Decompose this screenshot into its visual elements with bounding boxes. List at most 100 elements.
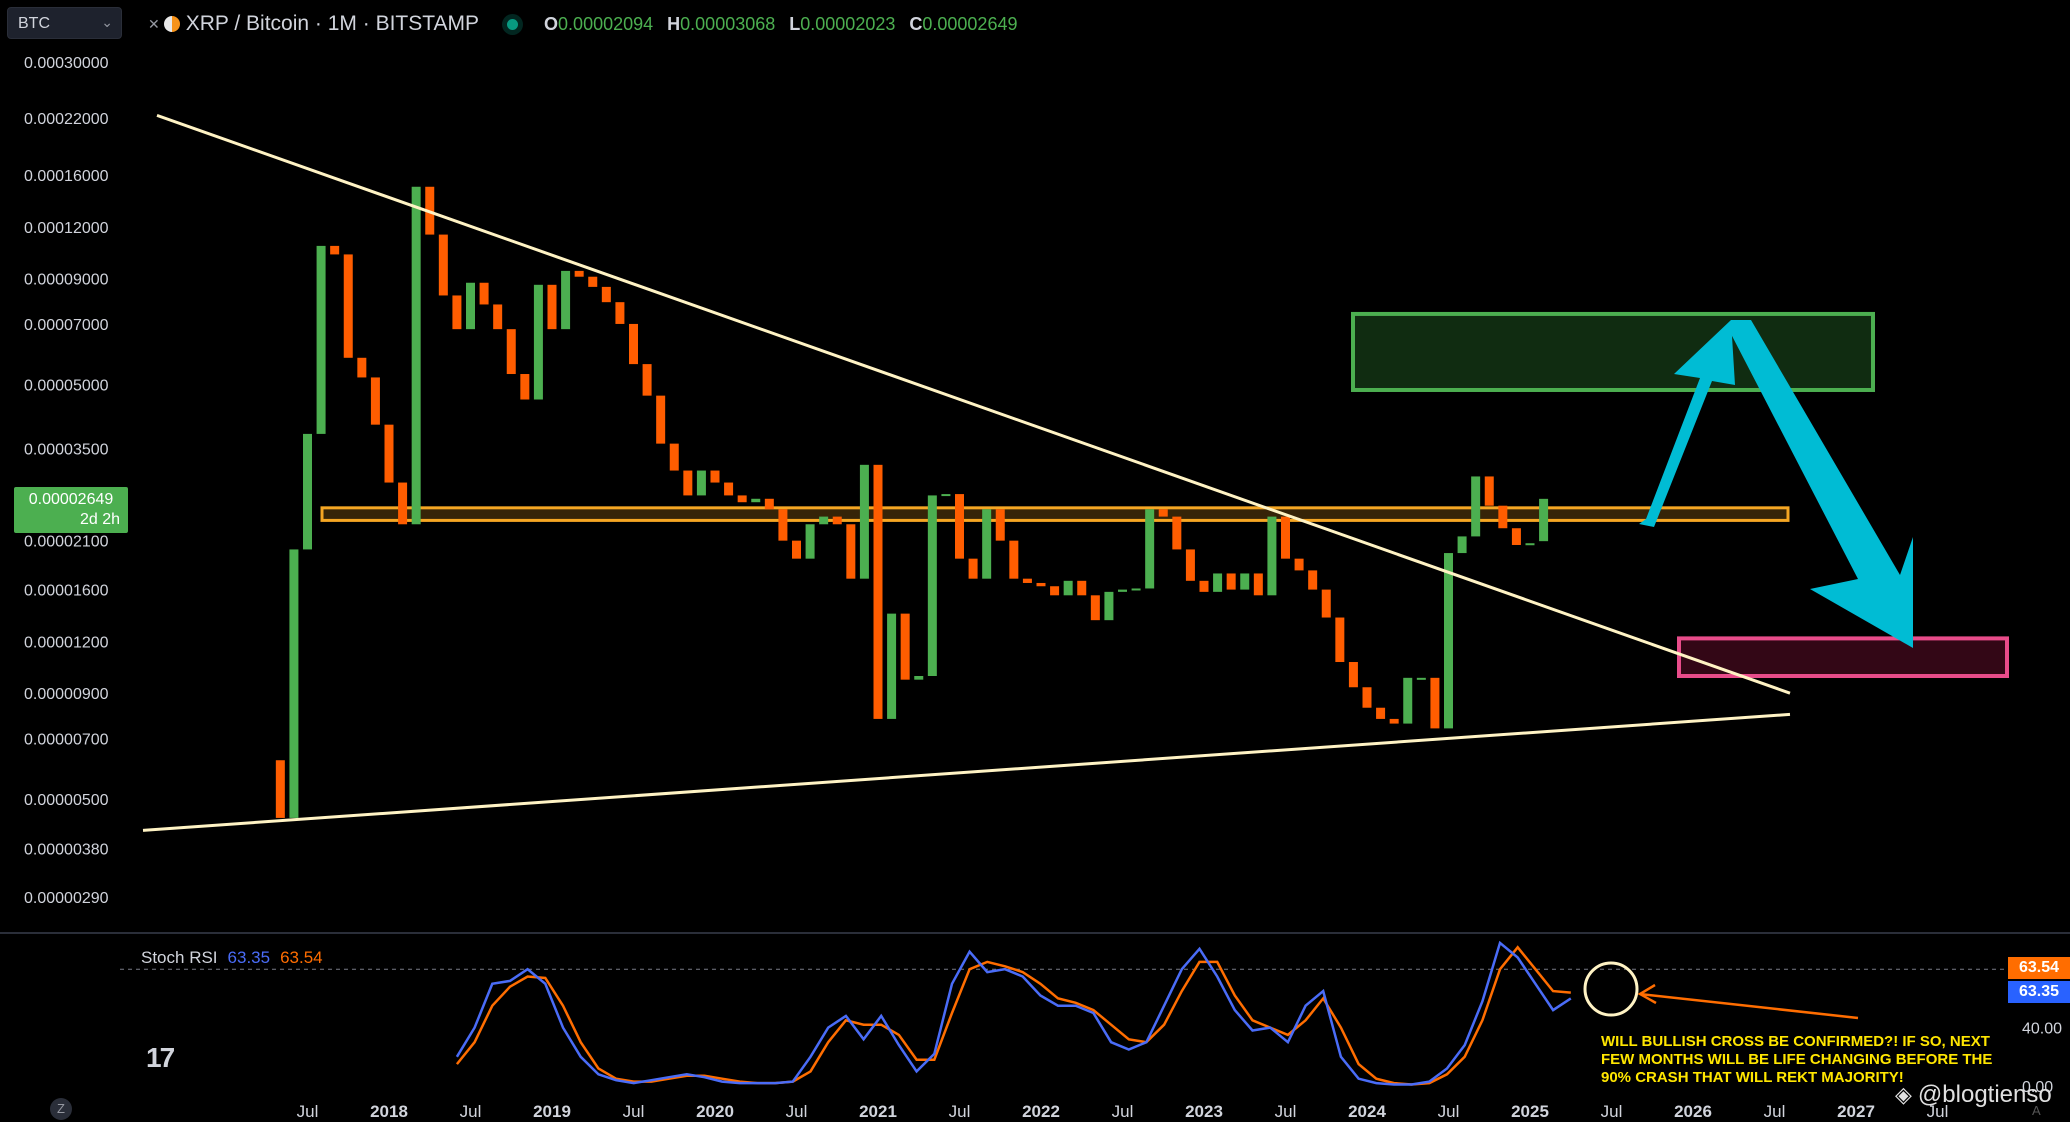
candle[interactable]: [1498, 505, 1508, 529]
candle[interactable]: [982, 509, 992, 579]
close-icon[interactable]: ✕: [148, 15, 160, 32]
candle[interactable]: [1185, 549, 1195, 581]
candle[interactable]: [493, 304, 503, 330]
candle[interactable]: [1281, 516, 1290, 559]
candle[interactable]: [615, 302, 625, 324]
candle[interactable]: [968, 558, 978, 579]
candle[interactable]: [289, 549, 299, 818]
candle[interactable]: [1484, 476, 1494, 506]
candle[interactable]: [669, 443, 679, 471]
candle[interactable]: [520, 374, 530, 400]
candle[interactable]: [1525, 543, 1535, 546]
candle[interactable]: [1389, 718, 1399, 724]
candle[interactable]: [547, 284, 557, 330]
candle[interactable]: [452, 295, 462, 330]
candle[interactable]: [656, 395, 666, 444]
candle[interactable]: [316, 245, 326, 434]
candle[interactable]: [561, 270, 571, 330]
candle[interactable]: [343, 254, 353, 358]
candle[interactable]: [1348, 662, 1358, 688]
candle[interactable]: [466, 282, 475, 330]
candle[interactable]: [1416, 677, 1426, 680]
stoch-rsi-legend[interactable]: Stoch RSI 63.35 63.54: [141, 948, 323, 968]
candle[interactable]: [1253, 573, 1263, 596]
candle[interactable]: [303, 433, 312, 550]
candle[interactable]: [683, 470, 693, 496]
zoom-button[interactable]: Z: [50, 1098, 72, 1120]
candle[interactable]: [696, 470, 706, 496]
time-axis[interactable]: Jul 2018 Jul 2019 Jul 2020 Jul 2021 Jul 2022 Jul 20…: [297, 1102, 1949, 1121]
candle[interactable]: [887, 613, 897, 719]
candle[interactable]: [411, 186, 421, 525]
candle[interactable]: [751, 498, 761, 503]
candle[interactable]: [357, 357, 367, 378]
candle[interactable]: [398, 482, 408, 525]
candle[interactable]: [859, 464, 869, 579]
tradingview-logo-icon[interactable]: 17: [146, 1042, 175, 1073]
candle[interactable]: [1158, 509, 1168, 517]
candle[interactable]: [1267, 516, 1277, 596]
candle[interactable]: [588, 276, 598, 287]
candle[interactable]: [1457, 536, 1467, 554]
candle[interactable]: [1511, 528, 1521, 545]
candle[interactable]: [846, 524, 856, 579]
candle[interactable]: [1213, 573, 1223, 592]
candle[interactable]: [792, 540, 801, 559]
candle[interactable]: [1226, 573, 1236, 590]
candle[interactable]: [1308, 570, 1318, 590]
market-status-icon[interactable]: [507, 18, 519, 30]
candle[interactable]: [941, 494, 951, 497]
candle[interactable]: [1118, 589, 1127, 592]
candle[interactable]: [1022, 578, 1032, 583]
candle[interactable]: [1104, 591, 1114, 621]
candle[interactable]: [1539, 498, 1549, 542]
candle[interactable]: [370, 377, 380, 425]
candle[interactable]: [1362, 687, 1372, 708]
candle[interactable]: [642, 364, 652, 396]
candle[interactable]: [1430, 677, 1440, 729]
candle[interactable]: [1444, 553, 1453, 729]
candle[interactable]: [1199, 580, 1209, 592]
candle[interactable]: [574, 270, 584, 277]
candle[interactable]: [506, 329, 516, 375]
candle[interactable]: [1335, 617, 1345, 663]
candle[interactable]: [1090, 595, 1100, 621]
candle[interactable]: [1131, 588, 1141, 591]
candle[interactable]: [533, 284, 543, 400]
auto-scale-button[interactable]: A: [2032, 1103, 2041, 1118]
candle[interactable]: [1240, 573, 1250, 590]
candle[interactable]: [724, 482, 734, 496]
candle[interactable]: [927, 495, 937, 677]
candle[interactable]: [1145, 509, 1155, 589]
candle[interactable]: [1471, 476, 1481, 537]
candle[interactable]: [1172, 516, 1182, 550]
candle[interactable]: [330, 245, 340, 255]
candle[interactable]: [1321, 589, 1331, 618]
candle[interactable]: [737, 495, 747, 503]
candle[interactable]: [629, 323, 638, 365]
price-axis[interactable]: 0.00030000 0.00022000 0.00016000 0.00012000…: [24, 55, 109, 907]
candle[interactable]: [778, 509, 788, 541]
candle[interactable]: [832, 516, 842, 525]
candle[interactable]: [1403, 677, 1413, 724]
candle[interactable]: [601, 286, 611, 303]
candle[interactable]: [710, 470, 720, 483]
candle[interactable]: [1036, 582, 1046, 587]
candle[interactable]: [914, 676, 924, 680]
candle[interactable]: [1063, 580, 1073, 596]
candle[interactable]: [873, 464, 883, 719]
candle[interactable]: [438, 234, 448, 296]
candle[interactable]: [1050, 586, 1060, 596]
candle[interactable]: [805, 524, 815, 559]
candle[interactable]: [819, 516, 829, 525]
candle[interactable]: [900, 613, 910, 680]
candle[interactable]: [995, 509, 1005, 541]
candle[interactable]: [479, 282, 489, 305]
symbol-search-box[interactable]: BTC ⌄: [7, 7, 122, 39]
candle[interactable]: [1294, 558, 1304, 571]
candle[interactable]: [1077, 580, 1087, 596]
candle[interactable]: [1009, 540, 1019, 579]
candles[interactable]: [275, 186, 1549, 818]
candle[interactable]: [1376, 707, 1386, 719]
candle[interactable]: [955, 494, 964, 559]
